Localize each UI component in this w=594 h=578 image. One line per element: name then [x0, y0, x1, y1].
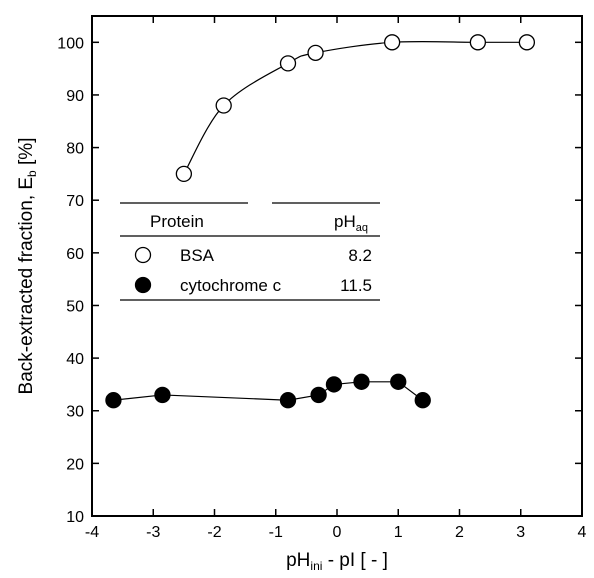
y-tick-label: 40 [66, 351, 84, 368]
series-points [105, 34, 536, 409]
x-tick-label: -1 [269, 524, 283, 541]
legend-ph-bsa: 8.2 [348, 246, 372, 265]
x-tick-label: 0 [333, 524, 342, 541]
y-tick-label: 100 [57, 35, 84, 52]
legend-ph-cytochrome-c: 11.5 [340, 276, 372, 295]
data-point-bsa [279, 55, 297, 72]
y-tick-label: 70 [66, 193, 84, 210]
x-tick-label: 3 [516, 524, 525, 541]
data-point-bsa [307, 44, 324, 61]
data-point-bsa [175, 165, 193, 183]
legend-header-ph: pHaq [334, 212, 368, 234]
x-tick-label: 1 [394, 524, 403, 541]
data-point-cytochrome-c [279, 392, 297, 409]
y-tick-label: 60 [66, 246, 84, 263]
data-point-bsa [215, 97, 232, 114]
axis-ticks [91, 16, 583, 517]
x-tick-label: -3 [146, 524, 160, 541]
plot-frame [91, 15, 583, 517]
y-tick-label: 10 [66, 509, 84, 526]
data-point-bsa [469, 34, 487, 51]
legend-marker-bsa [134, 246, 152, 264]
x-tick-label: 2 [455, 524, 464, 541]
legend: Protein pHaq BSA 8.2 cytochrome c 11.5 [120, 202, 380, 301]
data-point-cytochrome-c [310, 386, 327, 404]
legend-label-bsa: BSA [180, 246, 215, 265]
y-tick-label: 50 [66, 298, 84, 315]
data-point-cytochrome-c [390, 373, 407, 390]
data-point-cytochrome-c [414, 392, 431, 409]
y-axis-title: Back-extracted fraction, Eb [%] [16, 138, 39, 395]
x-axis-title: pHini - pI [ - ] [286, 550, 388, 573]
data-point-cytochrome-c [325, 376, 343, 393]
x-tick-label: -4 [85, 524, 99, 541]
legend-label-cytochrome-c: cytochrome c [180, 276, 282, 295]
legend-marker-cytochrome-c [134, 276, 152, 294]
y-tick-label: 80 [66, 141, 84, 158]
data-point-cytochrome-c [353, 373, 370, 390]
y-tick-label: 30 [66, 404, 84, 421]
data-point-bsa [383, 34, 401, 51]
y-tick-labels: 10 20 30 40 50 60 70 80 90 100 [57, 35, 84, 526]
x-tick-label: 4 [578, 524, 587, 541]
y-tick-label: 90 [66, 88, 84, 105]
series-line-bsa [183, 40, 527, 175]
y-tick-label: 20 [66, 456, 84, 473]
data-point-cytochrome-c [105, 392, 122, 409]
data-point-bsa [518, 34, 536, 51]
x-tick-labels: -4 -3 -2 -1 0 1 2 3 4 [85, 524, 587, 541]
data-point-cytochrome-c [154, 386, 171, 404]
x-tick-label: -2 [207, 524, 221, 541]
legend-header-protein: Protein [150, 212, 204, 231]
